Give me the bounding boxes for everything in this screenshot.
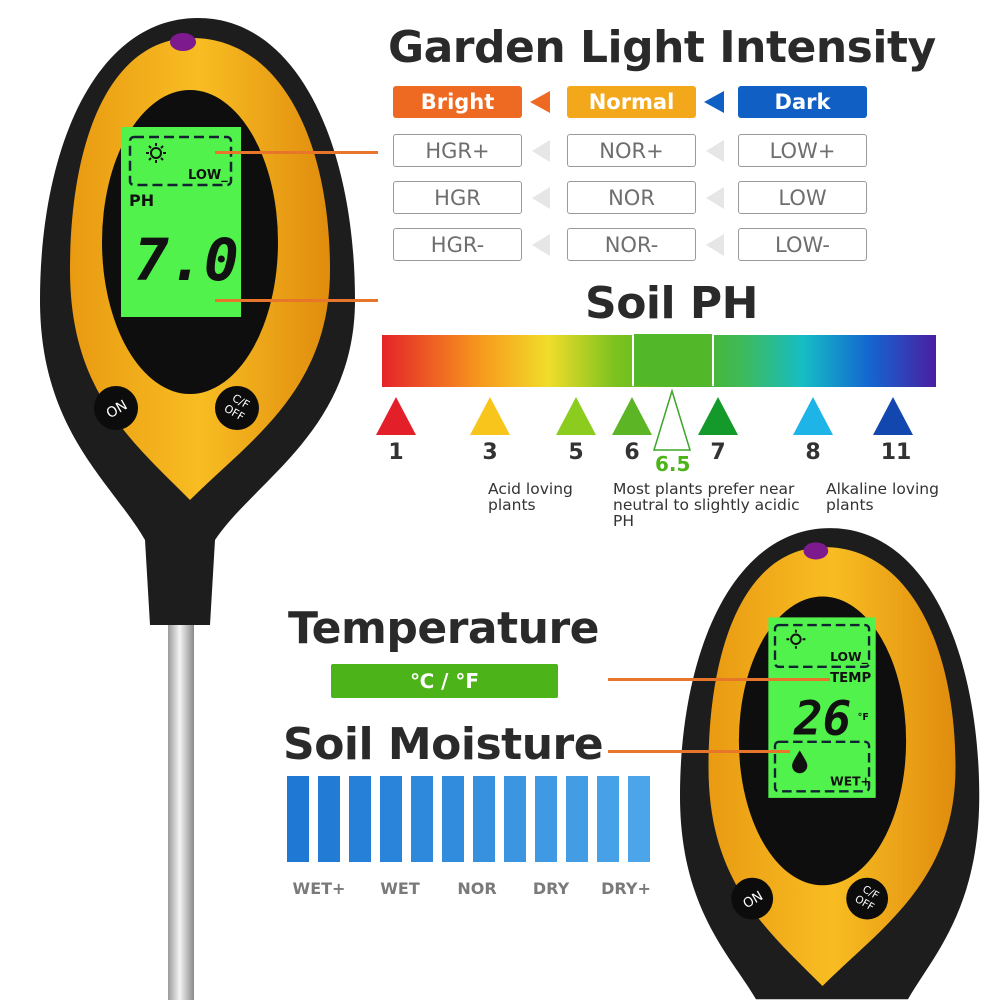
header-dark: Dark xyxy=(738,86,867,118)
moisture-label-wet-plus: WET+ xyxy=(292,879,346,898)
moisture-bar xyxy=(597,776,619,862)
on-button[interactable] xyxy=(94,386,138,430)
lcd-unit: °F xyxy=(858,712,869,723)
ph-marker-1 xyxy=(376,397,416,435)
moisture-scale xyxy=(287,776,650,862)
lcd-light-level: LOW_ xyxy=(830,650,869,665)
ph-title: Soil PH xyxy=(585,278,758,329)
sun-icon xyxy=(786,629,806,649)
ph-note-acid: Acid loving plants xyxy=(488,480,573,514)
leader-line-light xyxy=(215,151,378,154)
moisture-bar xyxy=(318,776,340,862)
moisture-label-dry-plus: DRY+ xyxy=(601,879,651,898)
ph-label-8: 8 xyxy=(805,440,821,465)
level-hgr: HGR xyxy=(393,181,522,214)
temperature-title: Temperature xyxy=(288,603,600,654)
moisture-label-wet: WET xyxy=(380,879,420,898)
moisture-bar xyxy=(566,776,588,862)
ph-label-5: 5 xyxy=(568,440,584,465)
arrow-left-icon xyxy=(532,187,550,209)
lcd-screen xyxy=(768,617,876,798)
light-sensor xyxy=(170,33,196,51)
light-sensor xyxy=(803,542,829,560)
ph-label-3: 3 xyxy=(482,440,498,465)
water-drop-icon xyxy=(792,750,808,774)
ph-optimal-label: 6.5 xyxy=(655,452,691,476)
arrow-left-icon xyxy=(532,234,550,256)
moisture-bar xyxy=(349,776,371,862)
ph-optimal-zone xyxy=(632,334,714,386)
arrow-left-icon xyxy=(706,234,724,256)
moisture-label-dry: DRY xyxy=(532,879,570,898)
moisture-bar xyxy=(628,776,650,862)
level-nor: NOR xyxy=(567,181,696,214)
ph-label-6: 6 xyxy=(624,440,640,465)
ph-color-scale xyxy=(382,334,936,387)
lcd-reading: 26 xyxy=(793,691,851,746)
cf-off-button[interactable] xyxy=(846,877,889,920)
ph-markers xyxy=(376,388,913,451)
ph-note-alkaline: Alkaline loving plants xyxy=(826,480,939,514)
temperature-units-badge: ℃ / °F xyxy=(331,664,558,698)
lcd-screen xyxy=(121,127,241,317)
ph-marker-6 xyxy=(612,397,652,435)
on-button[interactable] xyxy=(731,877,774,920)
ph-marker-11 xyxy=(873,397,913,435)
lcd-moisture-level: WET+ xyxy=(830,775,871,789)
lcd-mode: PH xyxy=(129,191,154,210)
level-hgr-minus: HGR- xyxy=(393,228,522,261)
moisture-bar xyxy=(411,776,433,862)
leader-line-temp xyxy=(608,678,830,681)
leader-line-moisture xyxy=(608,750,790,753)
arrow-left-icon xyxy=(530,91,550,113)
metal-probe xyxy=(168,600,194,1000)
ph-label-11: 11 xyxy=(880,440,912,465)
light-title: Garden Light Intensity xyxy=(388,22,936,73)
sun-icon xyxy=(146,143,166,163)
header-normal: Normal xyxy=(567,86,696,118)
ph-label-1: 1 xyxy=(388,440,404,465)
ph-marker-8 xyxy=(793,397,833,435)
moisture-bar xyxy=(442,776,464,862)
lcd-light-level: LOW_ xyxy=(188,168,228,183)
level-low-plus: LOW+ xyxy=(738,134,867,167)
lcd-reading: 7.0 xyxy=(134,226,239,294)
arrow-left-icon xyxy=(706,187,724,209)
ph-marker-5 xyxy=(556,397,596,435)
moisture-bar xyxy=(473,776,495,862)
ph-marker-3 xyxy=(470,397,510,435)
ph-note-neutral: Most plants prefer near neutral to sligh… xyxy=(613,480,800,530)
leader-line-ph xyxy=(215,299,378,302)
level-nor-plus: NOR+ xyxy=(567,134,696,167)
arrow-left-icon xyxy=(532,140,550,162)
moisture-bar xyxy=(535,776,557,862)
level-nor-minus: NOR- xyxy=(567,228,696,261)
ph-marker-6-5 xyxy=(652,388,692,451)
moisture-title: Soil Moisture xyxy=(283,719,604,770)
lcd-mode: TEMP xyxy=(830,671,871,686)
level-low-minus: LOW- xyxy=(738,228,867,261)
cf-off-button[interactable] xyxy=(215,386,259,430)
moisture-bar xyxy=(504,776,526,862)
ph-marker-7 xyxy=(698,397,738,435)
level-hgr-plus: HGR+ xyxy=(393,134,522,167)
moisture-bar xyxy=(380,776,402,862)
level-low: LOW xyxy=(738,181,867,214)
moisture-bar xyxy=(287,776,309,862)
ph-label-7: 7 xyxy=(710,440,726,465)
header-bright: Bright xyxy=(393,86,522,118)
arrow-left-icon xyxy=(704,91,724,113)
moisture-label-nor: NOR xyxy=(457,879,497,898)
soil-meter-right: LOW_ TEMP 26 °F WET+ ON C/F OFF xyxy=(680,528,980,1000)
arrow-left-icon xyxy=(706,140,724,162)
